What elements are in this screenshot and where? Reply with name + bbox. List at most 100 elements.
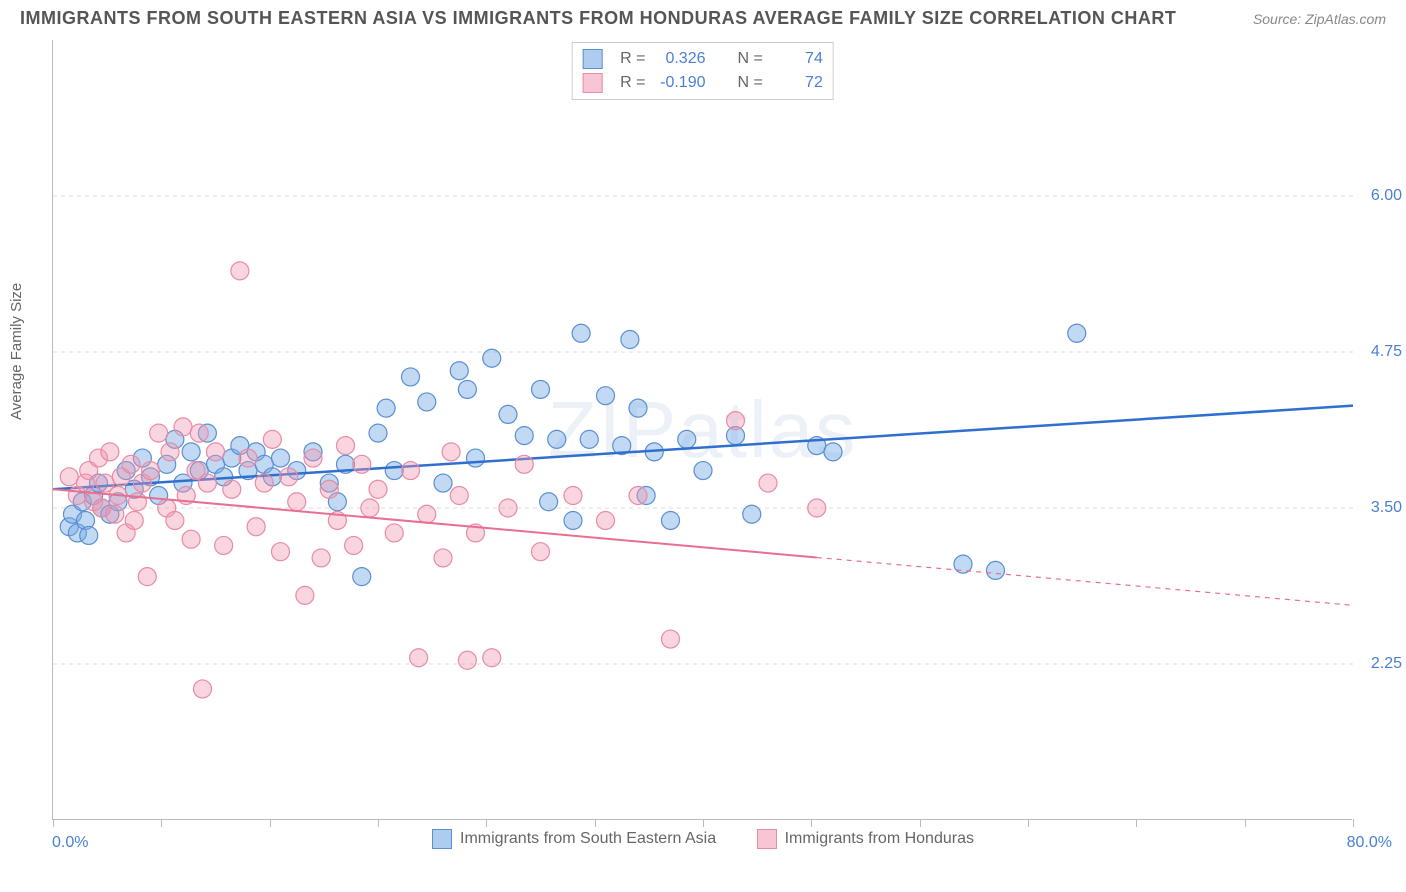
data-point	[678, 430, 696, 448]
x-tick	[811, 819, 812, 827]
data-point	[142, 462, 160, 480]
y-axis-label: Average Family Size	[8, 283, 25, 420]
data-point	[337, 437, 355, 455]
source-attribution: Source: ZipAtlas.com	[1253, 11, 1386, 27]
x-tick	[1353, 819, 1354, 827]
data-point	[450, 362, 468, 380]
chart-title: IMMIGRANTS FROM SOUTH EASTERN ASIA VS IM…	[20, 8, 1176, 29]
data-point	[369, 424, 387, 442]
x-tick	[1136, 819, 1137, 827]
data-point	[161, 443, 179, 461]
swatch-series-a-bottom	[432, 829, 452, 849]
data-point	[166, 511, 184, 529]
x-tick	[378, 819, 379, 827]
data-point	[743, 505, 761, 523]
data-point	[483, 649, 501, 667]
legend-row-series-b: R = -0.190 N = 72	[582, 71, 823, 95]
x-tick	[486, 819, 487, 827]
data-point	[483, 349, 501, 367]
data-point	[564, 487, 582, 505]
data-point	[215, 536, 233, 554]
plot-svg	[53, 40, 1352, 819]
data-point	[499, 499, 517, 517]
data-point	[60, 468, 78, 486]
series-legend: Immigrants from South Eastern Asia Immig…	[0, 829, 1406, 854]
data-point	[369, 480, 387, 498]
correlation-legend: R = 0.326 N = 74 R = -0.190 N = 72	[571, 42, 834, 100]
data-point	[263, 430, 281, 448]
data-point	[694, 462, 712, 480]
data-point	[458, 380, 476, 398]
data-point	[808, 499, 826, 517]
data-point	[515, 427, 533, 445]
data-point	[106, 505, 124, 523]
data-point	[540, 493, 558, 511]
data-point	[410, 649, 428, 667]
swatch-series-a	[582, 49, 602, 69]
data-point	[467, 449, 485, 467]
legend-row-series-a: R = 0.326 N = 74	[582, 47, 823, 71]
data-point	[353, 455, 371, 473]
data-point	[499, 405, 517, 423]
data-point	[402, 368, 420, 386]
data-point	[597, 387, 615, 405]
data-point	[759, 474, 777, 492]
data-point	[1068, 324, 1086, 342]
data-point	[377, 399, 395, 417]
data-point	[548, 430, 566, 448]
x-tick	[53, 819, 54, 827]
data-point	[190, 424, 208, 442]
y-tick-label: 3.50	[1371, 499, 1402, 517]
data-point	[629, 487, 647, 505]
data-point	[515, 455, 533, 473]
legend-item-series-a: Immigrants from South Eastern Asia	[432, 829, 716, 849]
y-tick-label: 2.25	[1371, 655, 1402, 673]
x-tick	[270, 819, 271, 827]
data-point	[564, 511, 582, 529]
x-tick	[920, 819, 921, 827]
data-point	[296, 586, 314, 604]
data-point	[402, 462, 420, 480]
trend-line-extrapolated	[817, 557, 1353, 605]
data-point	[580, 430, 598, 448]
y-tick-label: 6.00	[1371, 187, 1402, 205]
data-point	[280, 468, 298, 486]
x-tick	[703, 819, 704, 827]
data-point	[662, 511, 680, 529]
data-point	[182, 530, 200, 548]
data-point	[247, 518, 265, 536]
data-point	[288, 493, 306, 511]
data-point	[597, 511, 615, 529]
data-point	[182, 443, 200, 461]
data-point	[434, 474, 452, 492]
data-point	[174, 418, 192, 436]
data-point	[532, 543, 550, 561]
y-tick-label: 4.75	[1371, 343, 1402, 361]
data-point	[418, 505, 436, 523]
data-point	[255, 474, 273, 492]
data-point	[272, 449, 290, 467]
data-point	[194, 680, 212, 698]
data-point	[572, 324, 590, 342]
data-point	[629, 399, 647, 417]
data-point	[239, 449, 257, 467]
data-point	[312, 549, 330, 567]
x-tick	[1028, 819, 1029, 827]
data-point	[138, 568, 156, 586]
data-point	[223, 480, 241, 498]
data-point	[122, 455, 140, 473]
data-point	[80, 526, 98, 544]
data-point	[101, 443, 119, 461]
data-point	[987, 561, 1005, 579]
x-tick	[595, 819, 596, 827]
x-tick	[161, 819, 162, 827]
swatch-series-b	[582, 73, 602, 93]
data-point	[272, 543, 290, 561]
data-point	[442, 443, 460, 461]
data-point	[207, 443, 225, 461]
data-point	[304, 449, 322, 467]
data-point	[150, 424, 168, 442]
data-point	[345, 536, 363, 554]
data-point	[532, 380, 550, 398]
data-point	[125, 511, 143, 529]
